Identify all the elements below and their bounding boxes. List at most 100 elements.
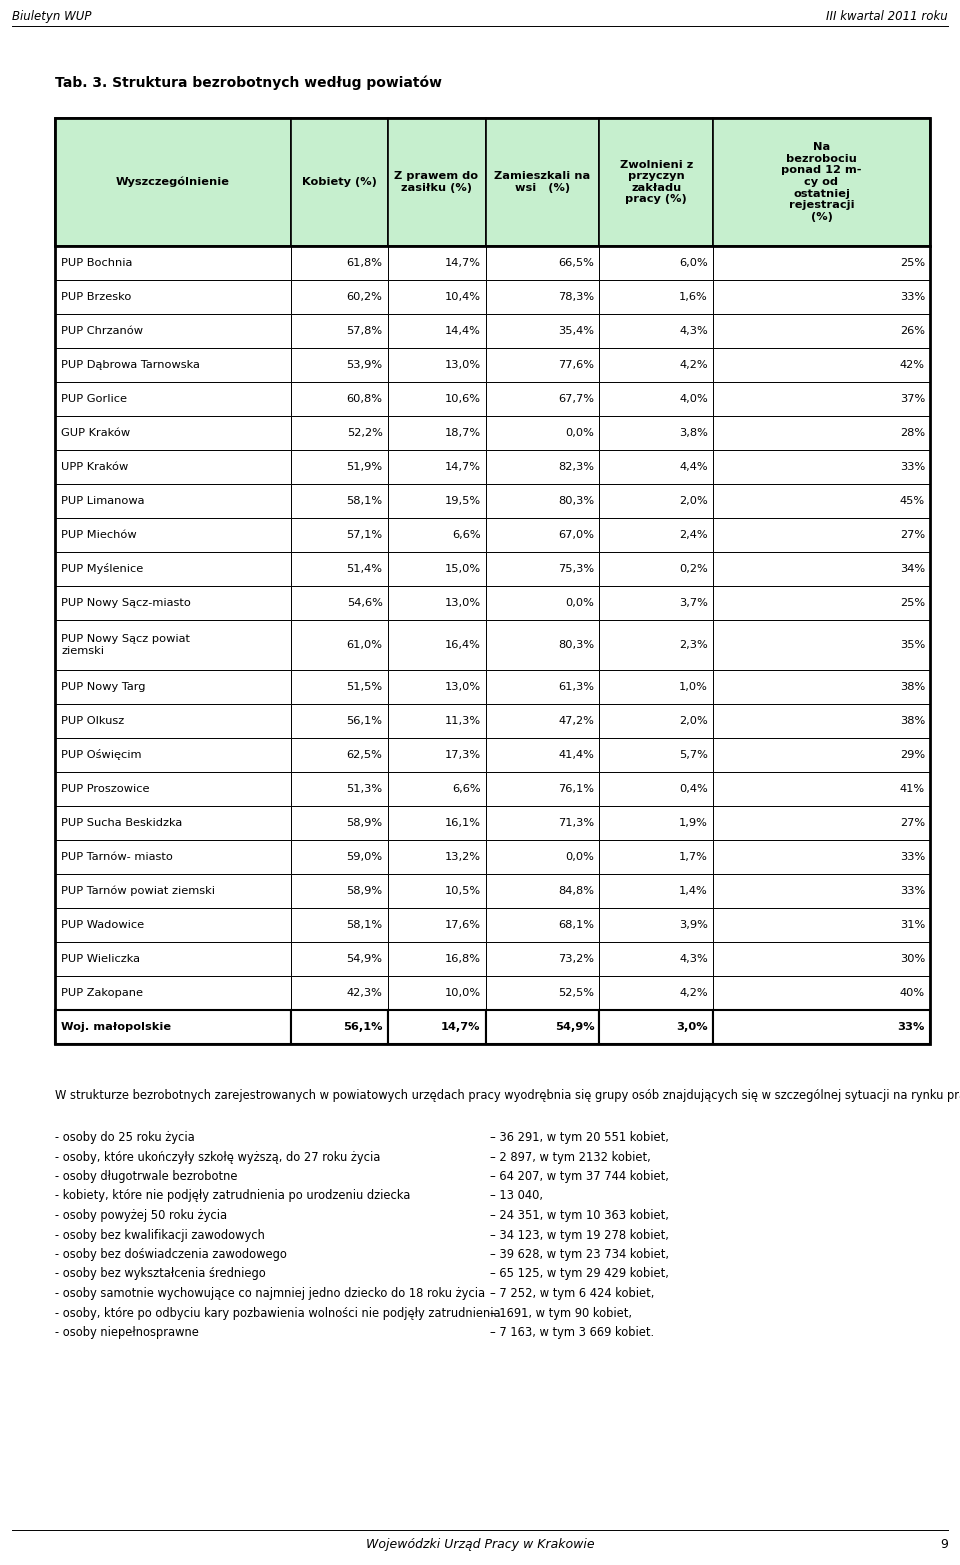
Text: 0,0%: 0,0% [565,598,594,607]
Bar [486,772,599,806]
Text: 33%: 33% [900,851,925,862]
Text: 73,2%: 73,2% [559,955,594,964]
Text: 54,6%: 54,6% [347,598,382,607]
Bar [713,484,930,518]
Bar [486,840,599,873]
Text: 78,3%: 78,3% [558,293,594,302]
Text: - osoby samotnie wychowujące co najmniej jedno dziecko do 18 roku życia: - osoby samotnie wychowujące co najmniej… [55,1286,485,1301]
Text: 67,0%: 67,0% [559,531,594,540]
Bar [291,246,388,280]
Bar [55,518,291,552]
Text: 5,7%: 5,7% [679,750,708,761]
Bar [713,806,930,840]
Bar [713,670,930,704]
Text: 30%: 30% [900,955,925,964]
Text: Biuletyn WUP: Biuletyn WUP [12,9,91,23]
Text: PUP Nowy Sącz powiat
ziemski: PUP Nowy Sącz powiat ziemski [61,634,190,656]
Bar [291,552,388,585]
Bar [55,942,291,977]
Text: 58,9%: 58,9% [347,886,382,897]
Bar [713,347,930,382]
Text: 57,1%: 57,1% [347,531,382,540]
Text: 0,0%: 0,0% [565,427,594,438]
Text: 42,3%: 42,3% [347,988,382,998]
Bar [486,873,599,908]
Bar [599,246,713,280]
Text: 51,9%: 51,9% [347,462,382,473]
Text: 19,5%: 19,5% [444,496,481,505]
Text: 13,0%: 13,0% [444,360,481,369]
Bar [486,451,599,484]
Bar [55,280,291,315]
Bar [291,451,388,484]
Bar [388,117,486,246]
Bar [388,670,486,704]
Text: Na
bezrobociu
ponad 12 m-
cy od
ostatniej
rejestracji
(%): Na bezrobociu ponad 12 m- cy od ostatnie… [781,142,862,222]
Text: PUP Oświęcim: PUP Oświęcim [61,750,141,761]
Text: - osoby powyżej 50 roku życia: - osoby powyżej 50 roku życia [55,1210,228,1222]
Text: PUP Chrzanów: PUP Chrzanów [61,326,143,336]
Bar [55,416,291,451]
Text: - osoby długotrwale bezrobotne: - osoby długotrwale bezrobotne [55,1171,237,1183]
Bar [388,942,486,977]
Text: 4,3%: 4,3% [680,326,708,336]
Bar [486,117,599,246]
Text: 10,4%: 10,4% [444,293,481,302]
Text: 52,5%: 52,5% [559,988,594,998]
Bar [55,484,291,518]
Bar [55,246,291,280]
Text: 62,5%: 62,5% [347,750,382,761]
Text: - osoby bez doświadczenia zawodowego: - osoby bez doświadczenia zawodowego [55,1247,287,1261]
Bar [486,670,599,704]
Text: – 13 040,: – 13 040, [490,1189,543,1202]
Text: 77,6%: 77,6% [559,360,594,369]
Text: 4,2%: 4,2% [680,988,708,998]
Text: - osoby niepełnosprawne: - osoby niepełnosprawne [55,1326,199,1340]
Bar [599,518,713,552]
Bar [599,585,713,620]
Bar [388,772,486,806]
Bar [388,315,486,347]
Text: - kobiety, które nie podjęły zatrudnienia po urodzeniu dziecka: - kobiety, które nie podjęły zatrudnieni… [55,1189,410,1202]
Bar [291,739,388,772]
Text: 16,8%: 16,8% [444,955,481,964]
Bar [713,315,930,347]
Bar [486,416,599,451]
Text: - osoby, które ukończyły szkołę wyższą, do 27 roku życia: - osoby, które ukończyły szkołę wyższą, … [55,1150,380,1163]
Bar [713,246,930,280]
Bar [388,739,486,772]
Bar [486,484,599,518]
Bar [599,117,713,246]
Text: Wojewódzki Urząd Pracy w Krakowie: Wojewódzki Urząd Pracy w Krakowie [366,1538,594,1551]
Bar [713,840,930,873]
Text: 60,8%: 60,8% [347,394,382,404]
Bar [388,382,486,416]
Text: – 39 628, w tym 23 734 kobiet,: – 39 628, w tym 23 734 kobiet, [490,1247,669,1261]
Bar [599,873,713,908]
Bar [599,315,713,347]
Text: 35,4%: 35,4% [559,326,594,336]
Text: 6,6%: 6,6% [452,531,481,540]
Text: – 65 125, w tym 29 429 kobiet,: – 65 125, w tym 29 429 kobiet, [490,1268,669,1280]
Text: 53,9%: 53,9% [347,360,382,369]
Bar [291,117,388,246]
Bar [486,315,599,347]
Bar [599,840,713,873]
Text: 26%: 26% [900,326,925,336]
Text: 15,0%: 15,0% [444,563,481,574]
Bar [713,117,930,246]
Bar [55,451,291,484]
Text: 33%: 33% [900,293,925,302]
Bar [55,772,291,806]
Bar [486,518,599,552]
Bar [599,670,713,704]
Bar [486,1009,599,1044]
Bar [713,518,930,552]
Text: Zamieszkali na
wsi   (%): Zamieszkali na wsi (%) [494,171,590,192]
Text: 47,2%: 47,2% [559,717,594,726]
Text: PUP Nowy Sącz-miasto: PUP Nowy Sącz-miasto [61,598,191,607]
Bar [388,585,486,620]
Text: 3,0%: 3,0% [677,1022,708,1031]
Text: Wyszczególnienie: Wyszczególnienie [116,177,230,188]
Bar [599,806,713,840]
